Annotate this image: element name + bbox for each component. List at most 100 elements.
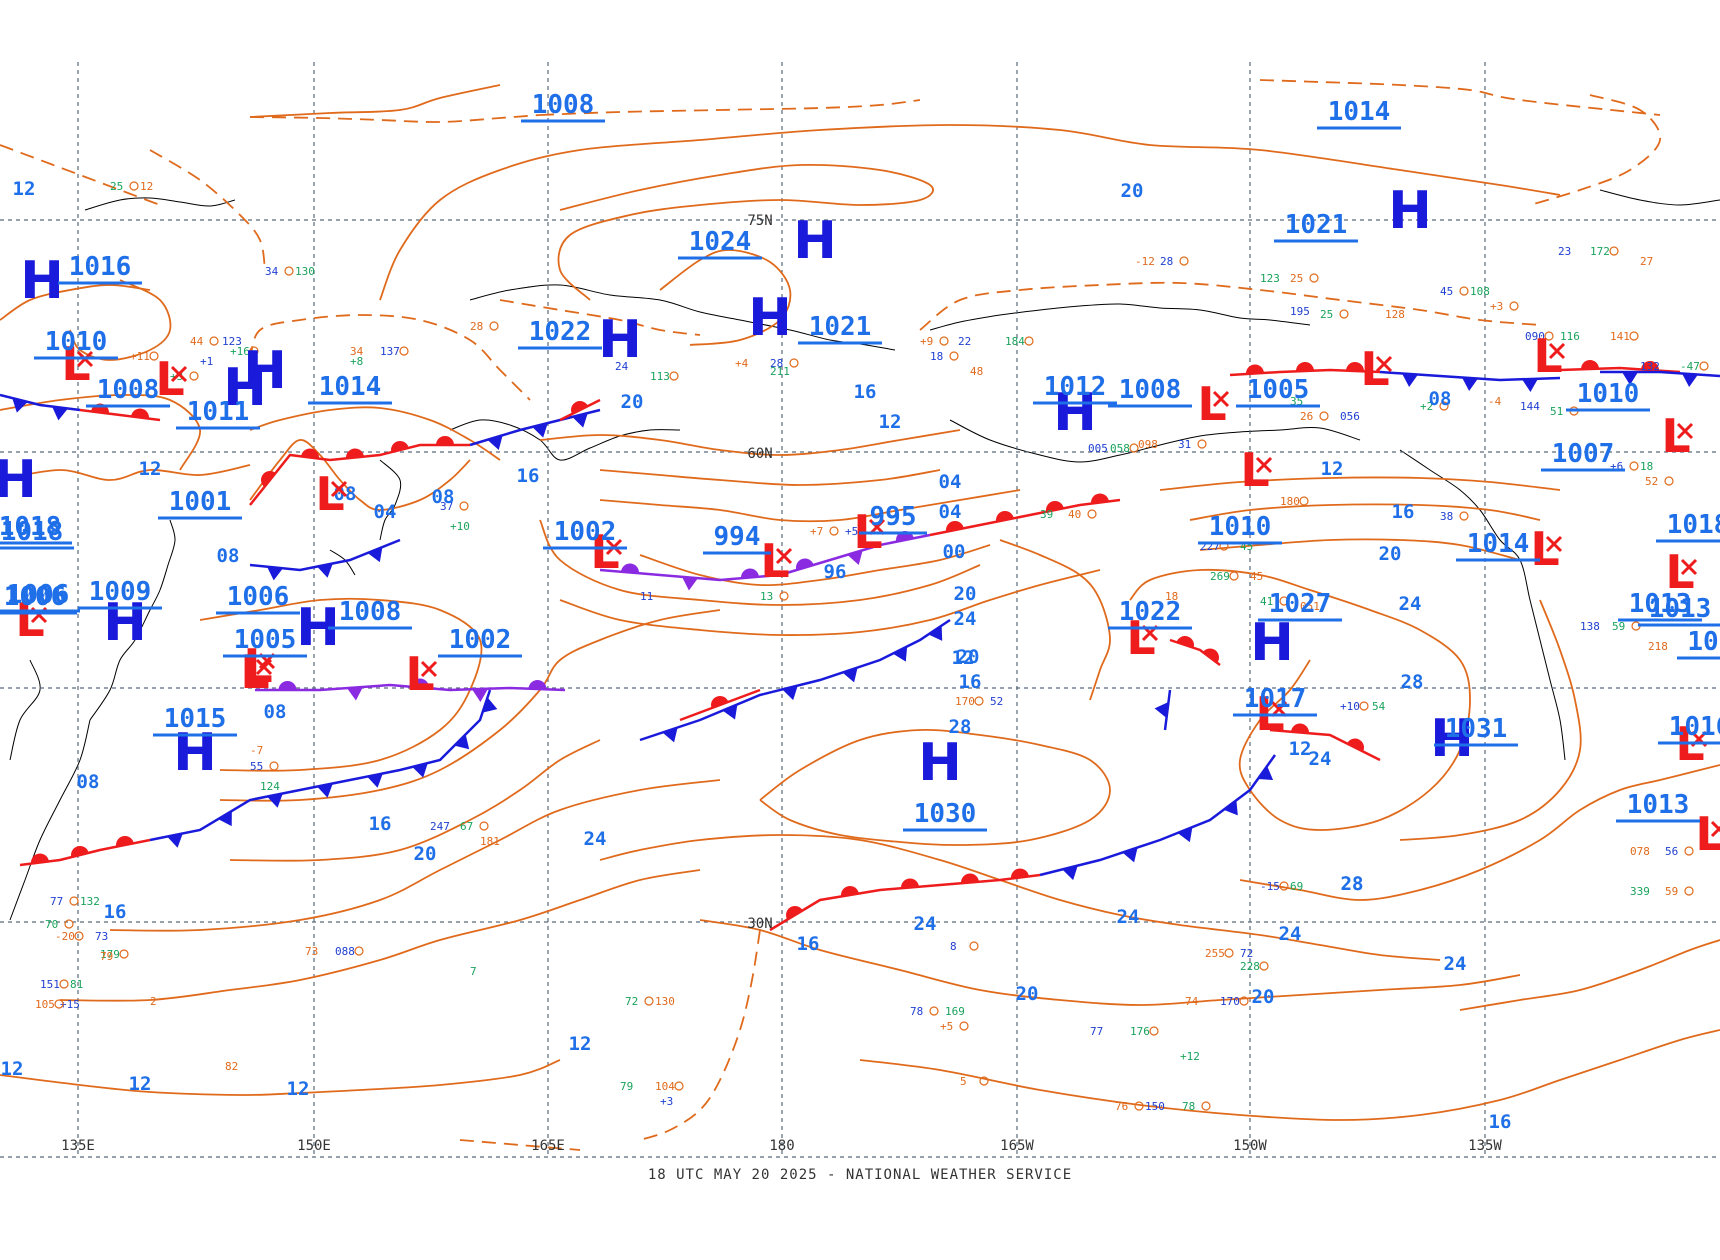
station-marker [674,1081,684,1091]
isobar [1189,503,1541,521]
high-symbol: H [748,288,792,348]
low-symbol: L [315,467,344,521]
longitude-label: 165E [531,1138,565,1154]
station-value: 269 [1210,570,1230,583]
cold-front-north-alaska [1379,370,1561,392]
low-symbol: L [1661,409,1690,463]
station-value: 28 [470,320,483,333]
center-pressure-value: 1018 [0,512,61,542]
station-value: 27 [1640,255,1653,268]
warm-front-gulf [1269,723,1381,762]
station-value: +3 [1490,300,1503,313]
isobar [0,284,151,321]
cold-front-canada [1600,370,1720,387]
cold-front-triangle [842,667,858,683]
axis-labels: 135E 150E 165E 180 165W 150W 135W 75N 60N 30N [61,213,1502,1154]
station-marker [1259,961,1269,971]
station-value: -15 [1260,880,1280,893]
high-pressure-center: H 1021 [748,288,882,348]
station-marker [1224,948,1234,958]
station-value: 098 [1138,438,1158,451]
station-marker [249,346,259,356]
station-marker [644,996,654,1006]
isobar [1129,568,1471,831]
low-symbol: L [1240,443,1269,497]
pressure-value-label: 1008 [532,90,595,120]
station-marker [1279,881,1289,891]
station-value: +12 [1180,1050,1200,1063]
center-pressure-value: 1002 [554,517,617,547]
pressure-value-label: 1006 [7,580,70,610]
station-marker [1439,401,1449,411]
low-symbol: L [1530,522,1559,576]
isobar-value-label: 24 [954,608,977,630]
low-center-x-mark [1375,355,1393,373]
center-pressure-value: 1014 [1467,529,1530,559]
station-value: +4 [735,357,749,370]
station-value: 132 [1640,360,1660,373]
center-pressure-value: 1021 [1285,210,1348,240]
isobar-value-label: 08 [264,701,287,723]
cold-front-triangle [1682,373,1698,387]
station-value: 26 [1300,410,1313,423]
cold-front-kuril [469,408,601,450]
isobar-value-label: 96 [824,561,847,583]
isobar-value-label: 08 [217,545,240,567]
station-value: 23 [1558,245,1571,258]
low-symbol: L [590,525,619,579]
warm-front-semicircle [1176,636,1194,648]
station-value: 40 [1068,508,1081,521]
station-value: +3 [660,1095,673,1108]
warm-front-gulf-line [1269,728,1381,762]
high-pressure-center: H 1016 [20,251,142,311]
station-value: -4 [1488,395,1502,408]
cold-front-triangle [167,833,183,848]
center-pressure-value: 994 [714,522,761,552]
center-pressure-value: 1016 [69,252,132,282]
station-value: 113 [650,370,670,383]
cold-front-west [0,393,81,421]
low-symbol: L [155,352,184,406]
isobar [859,1029,1720,1121]
isobar-value-label: 24 [1279,923,1302,945]
station-value: 104 [655,1080,675,1093]
coastline [379,459,402,541]
center-pressure-value: 1010 [1577,379,1640,409]
cold-front-pacific-line [639,618,951,742]
warm-front-semicircle [71,846,89,858]
cold-front-pacific [639,618,951,743]
high-symbol: H [173,723,217,783]
station-value: 211 [770,365,790,378]
station-value: 72 [1240,947,1253,960]
station-marker [74,931,84,941]
isobar-value-label: 16 [517,465,540,487]
cold-front-triangle [472,688,488,702]
station-value: +5 [940,1020,953,1033]
pressure-value-label: 10 [1687,627,1718,657]
warm-front-semicircle [278,681,297,690]
station-value: 59 [1612,620,1625,633]
station-marker [1319,411,1329,421]
station-marker [1339,309,1349,319]
station-value: +15 [60,998,80,1011]
isobar-dashed [1529,94,1662,206]
station-value: 67 [460,820,473,833]
center-pressure-value: 1011 [187,397,250,427]
low-pressure-center: L 1005 [1236,342,1393,408]
station-value: 005 [1088,442,1108,455]
cold-front-triangle [12,398,28,413]
cold-front-triangle [662,727,678,743]
station-value: 38 [1440,510,1453,523]
isobars [0,79,1720,1151]
isobar-dashed [459,1139,581,1151]
station-marker [1309,273,1319,283]
warm-front-semicircle [741,568,759,579]
station-value: 74 [1185,995,1199,1008]
station-value: 124 [260,780,280,793]
isobar-value-label: 28 [1341,873,1364,895]
warm-front-semicircle [1581,360,1599,370]
